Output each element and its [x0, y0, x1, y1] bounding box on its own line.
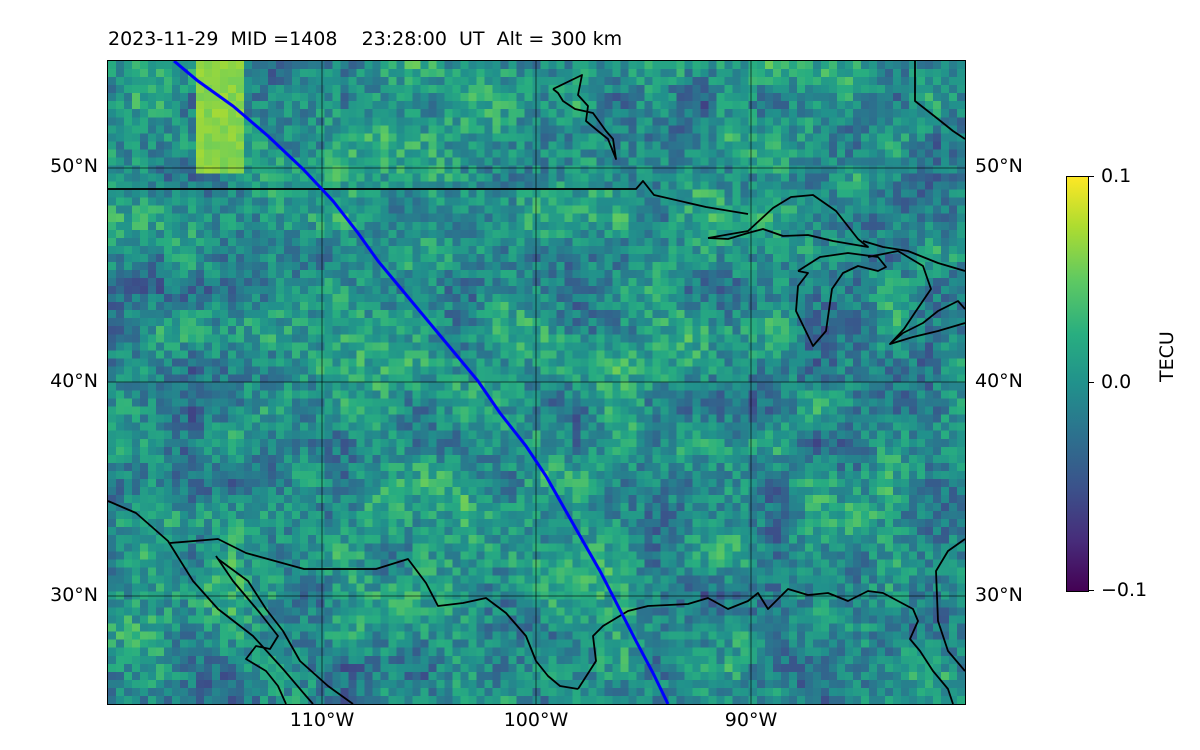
lat-label-left-50n: 50°N: [50, 155, 98, 177]
gulf-coast: [577, 588, 954, 704]
colorbar-label-max: 0.1: [1101, 165, 1132, 187]
lat-label-left-40n: 40°N: [50, 370, 98, 392]
coastlines-borders: [108, 61, 965, 704]
lat-label-right-50n: 50°N: [975, 155, 1023, 177]
florida-coast: [935, 538, 965, 672]
colorbar-tick-mid: [1088, 382, 1094, 383]
us-canada-border: [108, 180, 749, 215]
colorbar-title: TECU: [1156, 331, 1178, 382]
baja-gulf: [215, 555, 287, 704]
eastern-coast: [862, 240, 965, 272]
us-mexico-border: [169, 538, 579, 690]
lat-label-right-30n: 30°N: [975, 584, 1023, 606]
map-overlay: [108, 61, 965, 704]
map-panel: [108, 61, 965, 704]
lon-label-90w: 90°W: [724, 709, 778, 731]
lon-label-100w: 100°W: [503, 709, 569, 731]
sonora-coast: [217, 558, 354, 704]
lake-huron: [867, 250, 965, 345]
lake-erie: [889, 322, 965, 345]
gridlines: [108, 61, 965, 704]
lat-label-right-40n: 40°N: [975, 370, 1023, 392]
hudson-bay-coast: [914, 61, 965, 140]
colorbar-tick-bottom: [1088, 590, 1094, 591]
plot-title: 2023-11-29 MID =1408 23:28:00 UT Alt = 3…: [108, 28, 623, 50]
satellite-track: [173, 61, 670, 704]
lon-label-110w: 110°W: [289, 709, 355, 731]
colorbar-tick-top: [1088, 176, 1094, 177]
lake-michigan: [795, 252, 887, 347]
lat-label-left-30n: 30°N: [50, 584, 98, 606]
colorbar-label-zero: 0.0: [1101, 371, 1132, 393]
colorbar-label-min: −0.1: [1101, 579, 1148, 601]
james-bay-island: [552, 74, 617, 160]
colorbar: [1066, 176, 1089, 592]
baja-west: [108, 500, 314, 704]
lake-superior: [707, 194, 869, 248]
